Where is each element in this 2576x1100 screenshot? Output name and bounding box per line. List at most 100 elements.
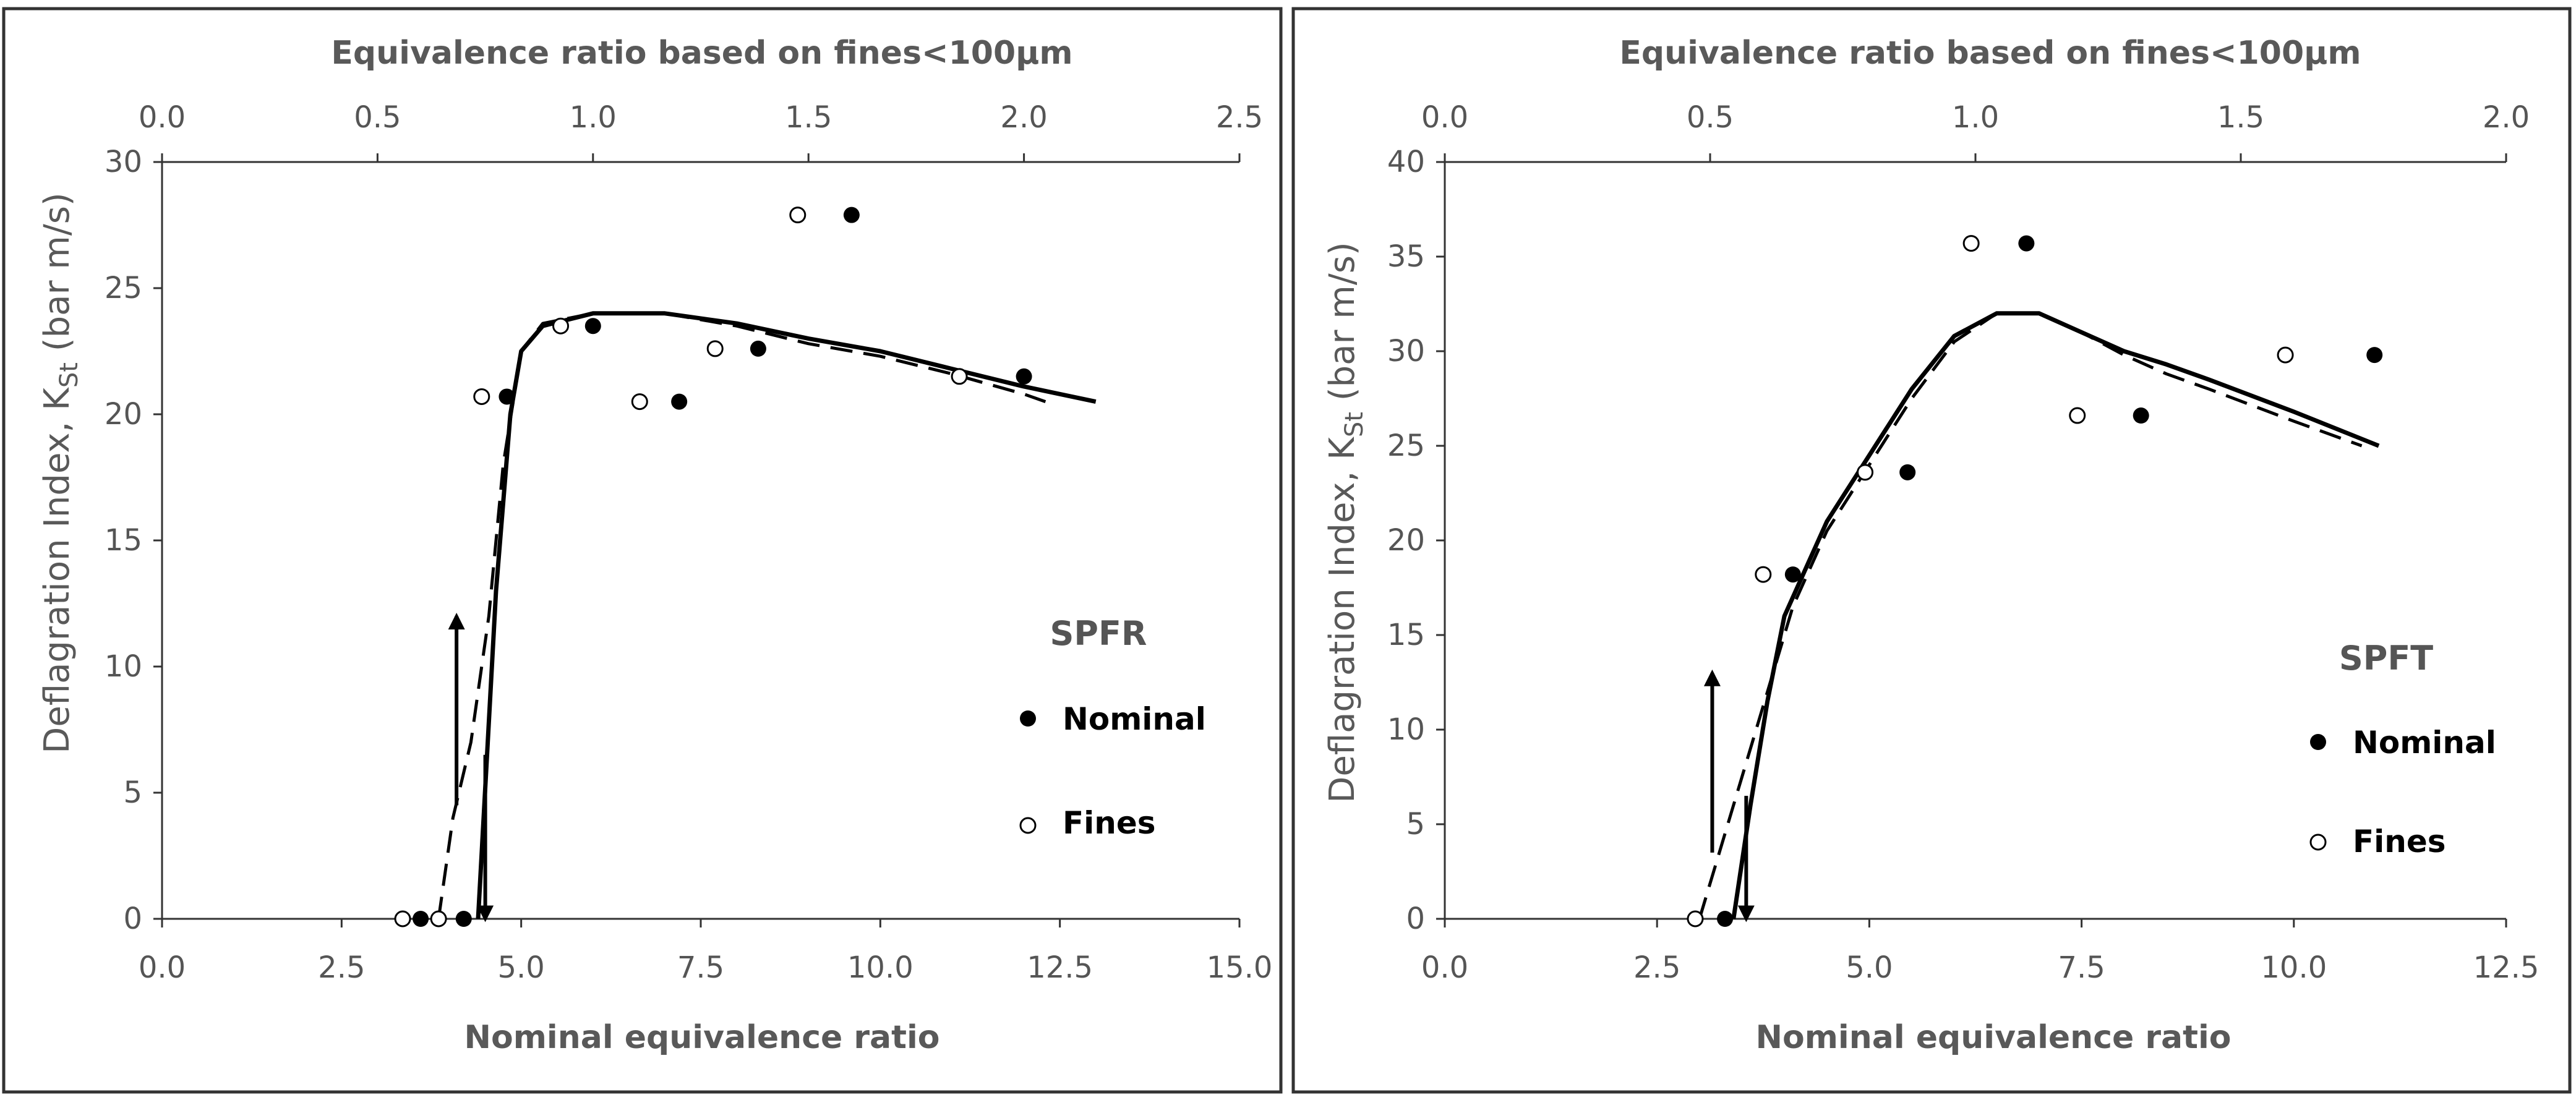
point-nominal xyxy=(413,911,429,927)
fit-line-fines xyxy=(437,312,1046,919)
y-tick-label: 25 xyxy=(1387,428,1425,463)
x-tick-label: 0.0 xyxy=(139,950,186,985)
y-tick-label: 20 xyxy=(105,397,142,432)
point-nominal xyxy=(1717,911,1734,927)
x-tick-label: 12.5 xyxy=(2473,950,2540,985)
point-nominal xyxy=(1016,368,1032,385)
legend-marker-fines xyxy=(2309,834,2327,851)
point-nominal xyxy=(2366,347,2383,364)
point-nominal xyxy=(455,911,472,927)
data-points xyxy=(1687,235,2383,927)
top-tick-label: 1.0 xyxy=(570,100,617,135)
data-points xyxy=(394,207,1032,927)
panel-label: SPFR xyxy=(1050,614,1147,653)
y-tick-label: 15 xyxy=(1387,618,1425,652)
fit-line-nominal xyxy=(1731,311,2380,919)
y-tick-label: 5 xyxy=(1406,807,1425,842)
point-nominal xyxy=(750,340,766,357)
arrows xyxy=(1703,669,1755,923)
panel-frame-spft xyxy=(1291,7,2572,1094)
x-tick-label: 0.0 xyxy=(1421,950,1468,985)
point-fines xyxy=(1755,566,1772,583)
panel-frame-spfr xyxy=(2,7,1283,1094)
point-fines xyxy=(394,910,411,927)
chart-spfr: Equivalence ratio based on fines<100µm 0… xyxy=(37,35,1272,1056)
y-tick-label: 35 xyxy=(1387,239,1425,274)
top-tick-label: 0.5 xyxy=(1687,100,1734,135)
legend-marker-nominal xyxy=(1020,710,1036,727)
point-fines xyxy=(951,368,968,385)
x-tick-label: 2.5 xyxy=(318,950,365,985)
top-tick-label: 1.5 xyxy=(785,100,832,135)
x-tick-labels: 0.0 2.5 5.0 7.5 10.0 12.5 xyxy=(1421,919,2540,985)
point-fines xyxy=(473,388,490,405)
x-tick-label: 7.5 xyxy=(677,950,724,985)
legend-marker-nominal xyxy=(2310,734,2326,750)
point-fines xyxy=(2277,346,2294,364)
point-fines xyxy=(1687,910,1704,927)
x-tick-label: 5.0 xyxy=(497,950,544,985)
legend-label-nominal: Nominal xyxy=(1063,701,1206,737)
x-tick-label: 10.0 xyxy=(2261,950,2327,985)
top-axis-title: Equivalence ratio based on fines<100µm xyxy=(1619,35,2361,72)
y-tick-labels: 0 5 10 15 20 25 30 xyxy=(105,145,162,936)
top-tick-label: 1.5 xyxy=(2217,100,2264,135)
point-fines xyxy=(631,393,648,411)
point-fines xyxy=(1857,464,1874,481)
x-tick-label: 7.5 xyxy=(2058,950,2105,985)
x-tick-label: 15.0 xyxy=(1207,950,1273,985)
y-tick-label: 10 xyxy=(1387,712,1425,747)
top-tick-label: 2.5 xyxy=(1216,100,1263,135)
top-tick-labels: 0.0 0.5 1.0 1.5 2.0 2.5 xyxy=(139,100,1263,162)
top-tick-label: 0.0 xyxy=(1421,100,1468,135)
plot-area xyxy=(161,161,1239,927)
legend-label-fines: Fines xyxy=(2353,824,2446,859)
point-fines xyxy=(789,207,807,224)
legend-label-nominal: Nominal xyxy=(2353,725,2496,761)
point-fines xyxy=(706,340,724,357)
x-axis-title: Nominal equivalence ratio xyxy=(1755,1019,2231,1056)
top-tick-label: 1.0 xyxy=(1952,100,1999,135)
y-tick-label: 25 xyxy=(105,271,142,305)
y-tick-label: 10 xyxy=(105,649,142,684)
top-tick-label: 2.0 xyxy=(1000,100,1047,135)
y-tick-label: 0 xyxy=(1406,902,1425,936)
y-axis-title: Deflagration Index, KSt (bar m/s) xyxy=(1322,242,1369,803)
y-tick-label: 5 xyxy=(123,775,142,810)
point-nominal xyxy=(671,393,688,410)
arrows xyxy=(448,613,494,923)
plot-area xyxy=(1444,161,2506,927)
fit-line-nominal xyxy=(476,311,1097,919)
y-axis-title: Deflagration Index, KSt (bar m/s) xyxy=(37,192,83,753)
top-tick-label: 0.5 xyxy=(354,100,401,135)
top-tick-labels: 0.0 0.5 1.0 1.5 2.0 xyxy=(1421,100,2530,162)
point-fines xyxy=(552,317,570,335)
point-nominal xyxy=(2018,235,2035,252)
x-axis-title: Nominal equivalence ratio xyxy=(464,1019,939,1056)
y-tick-label: 30 xyxy=(105,145,142,179)
y-tick-label: 15 xyxy=(105,523,142,558)
point-nominal xyxy=(499,388,515,405)
legend-label-fines: Fines xyxy=(1063,805,1156,841)
point-nominal xyxy=(1784,566,1801,583)
top-tick-label: 2.0 xyxy=(2483,100,2530,135)
point-nominal xyxy=(843,207,860,223)
point-nominal xyxy=(1899,464,1916,480)
y-tick-labels: 0 5 10 15 20 25 30 35 40 xyxy=(1387,145,1445,936)
point-fines xyxy=(1962,235,1980,252)
y-tick-label: 40 xyxy=(1387,145,1425,179)
x-tick-label: 12.5 xyxy=(1027,950,1093,985)
x-tick-label: 2.5 xyxy=(1633,950,1680,985)
panel-label: SPFT xyxy=(2339,639,2433,678)
y-tick-label: 20 xyxy=(1387,523,1425,558)
y-tick-label: 0 xyxy=(123,902,142,936)
point-fines xyxy=(430,910,447,927)
x-tick-label: 5.0 xyxy=(1846,950,1893,985)
x-tick-label: 10.0 xyxy=(847,950,914,985)
point-fines xyxy=(2069,407,2086,424)
legend-marker-fines xyxy=(1019,817,1037,834)
point-nominal xyxy=(584,318,601,335)
chart-spft: Equivalence ratio based on fines<100µm 0… xyxy=(1322,35,2539,1056)
top-axis-title: Equivalence ratio based on fines<100µm xyxy=(331,35,1072,72)
